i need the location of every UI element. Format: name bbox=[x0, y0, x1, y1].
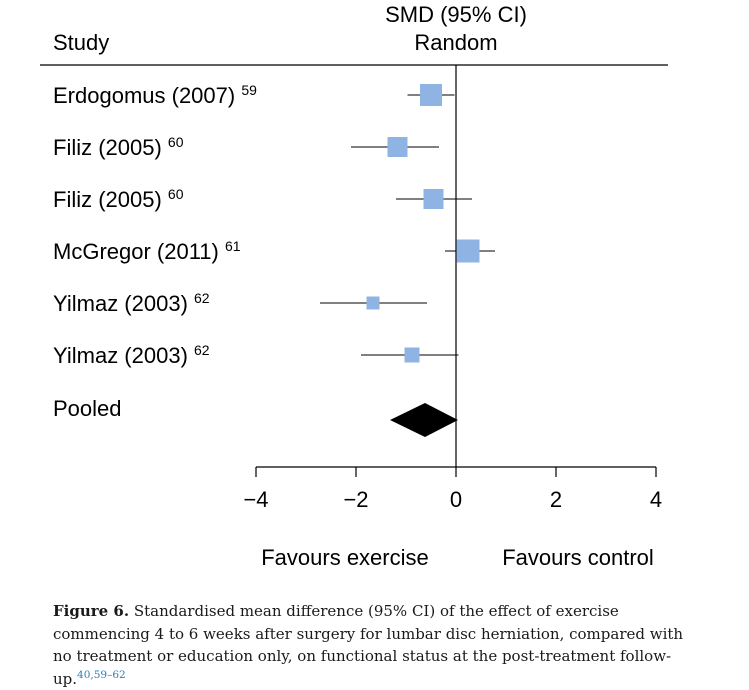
effect-estimate-marker bbox=[456, 239, 480, 263]
effect-model-header: Random bbox=[414, 30, 497, 55]
x-tick-label: 2 bbox=[550, 487, 562, 512]
x-tick-label: 4 bbox=[650, 487, 662, 512]
figure-caption: Figure 6. Standardised mean difference (… bbox=[53, 600, 693, 690]
study-label: McGregor (2011) 61 bbox=[53, 238, 241, 264]
effect-estimate-marker bbox=[423, 189, 444, 209]
study-label: Erdogomus (2007) 59 bbox=[53, 82, 257, 108]
forest-plot: Study SMD (95% CI) Random Erdogomus (2007)… bbox=[40, 2, 668, 570]
x-tick-label: −4 bbox=[243, 487, 268, 512]
study-reference: 60 bbox=[168, 186, 184, 202]
x-axis: −4 −2 0 2 4 Favours exercise Favours control bbox=[243, 466, 662, 570]
plot-header: Study SMD (95% CI) Random bbox=[40, 2, 668, 66]
study-label: Yilmaz (2003) 62 bbox=[53, 290, 210, 316]
effect-column-header: SMD (95% CI) bbox=[385, 2, 527, 27]
study-column-header: Study bbox=[53, 30, 109, 55]
study-label: Yilmaz (2003) 62 bbox=[53, 342, 210, 368]
effect-estimate-marker bbox=[420, 84, 442, 106]
study-reference: 62 bbox=[194, 342, 210, 358]
effect-estimate-marker bbox=[404, 347, 420, 363]
favours-left-label: Favours exercise bbox=[261, 545, 429, 570]
study-name: Yilmaz (2003) bbox=[53, 343, 194, 368]
study-name: Yilmaz (2003) bbox=[53, 291, 194, 316]
pooled-diamond bbox=[390, 403, 458, 437]
study-name: Erdogomus (2007) bbox=[53, 83, 241, 108]
study-name: Filiz (2005) bbox=[53, 187, 168, 212]
study-label: Filiz (2005) 60 bbox=[53, 186, 184, 212]
caption-text: Standardised mean difference (95% CI) of… bbox=[53, 602, 684, 688]
x-tick-label: 0 bbox=[450, 487, 462, 512]
study-label: Filiz (2005) 60 bbox=[53, 134, 184, 160]
caption-label: Figure 6. bbox=[53, 602, 130, 620]
study-name: Filiz (2005) bbox=[53, 135, 168, 160]
study-reference: 62 bbox=[194, 290, 210, 306]
favours-right-label: Favours control bbox=[502, 545, 654, 570]
pooled-label: Pooled bbox=[53, 396, 122, 421]
effect-estimate-marker bbox=[387, 137, 408, 157]
x-tick-label: −2 bbox=[343, 487, 368, 512]
study-reference: 59 bbox=[241, 82, 257, 98]
effect-estimate-marker bbox=[366, 296, 380, 310]
study-name: McGregor (2011) bbox=[53, 239, 225, 264]
caption-refs: 40,59–62 bbox=[77, 668, 126, 681]
study-reference: 61 bbox=[225, 238, 241, 254]
study-reference: 60 bbox=[168, 134, 184, 150]
